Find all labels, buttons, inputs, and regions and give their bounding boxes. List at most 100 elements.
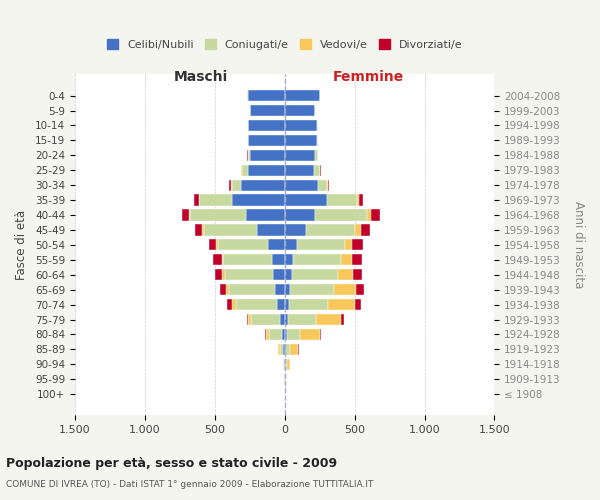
Bar [189,210,190,220]
Bar [248,120,284,131]
Bar [209,240,216,250]
Bar [269,329,282,340]
Bar [284,135,317,146]
Bar [223,269,224,280]
Bar [242,164,248,176]
Bar [224,269,274,280]
Bar [227,299,232,310]
Bar [293,254,341,266]
Text: COMUNE DI IVREA (TO) - Dati ISTAT 1° gennaio 2009 - Elaborazione TUTTITALIA.IT: COMUNE DI IVREA (TO) - Dati ISTAT 1° gen… [6,480,373,489]
Bar [289,299,328,310]
Bar [297,240,346,250]
Bar [371,210,380,220]
Bar [202,224,203,235]
Bar [338,269,353,280]
Bar [353,269,362,280]
Bar [250,150,284,161]
Bar [284,164,314,176]
Bar [247,314,248,325]
Bar [265,329,266,340]
Bar [284,90,320,101]
Bar [203,224,257,235]
Bar [287,358,290,370]
Bar [272,254,284,266]
Bar [367,210,371,220]
Bar [352,240,363,250]
Bar [257,224,284,235]
Bar [284,120,317,131]
Bar [232,180,241,191]
Bar [283,344,284,355]
Bar [248,164,284,176]
Bar [290,284,334,296]
Y-axis label: Anni di nascita: Anni di nascita [572,201,585,288]
Bar [361,224,370,235]
Bar [287,329,300,340]
Bar [231,180,232,191]
Bar [241,180,284,191]
Bar [275,284,284,296]
Bar [284,210,316,220]
Bar [214,254,222,266]
Bar [222,254,223,266]
Bar [284,194,326,205]
Bar [285,374,286,385]
Y-axis label: Fasce di età: Fasce di età [15,210,28,280]
Bar [248,135,284,146]
Bar [355,224,361,235]
Bar [232,299,236,310]
Bar [341,254,352,266]
Bar [194,194,199,205]
Bar [223,254,272,266]
Bar [290,344,298,355]
Bar [284,269,292,280]
Bar [284,150,316,161]
Bar [284,344,286,355]
Bar [288,314,316,325]
Legend: Celibi/Nubili, Coniugati/e, Vedovi/e, Divorziati/e: Celibi/Nubili, Coniugati/e, Vedovi/e, Di… [104,36,466,53]
Bar [298,344,299,355]
Bar [220,284,226,296]
Bar [359,194,363,205]
Bar [284,240,297,250]
Bar [248,314,251,325]
Bar [266,329,269,340]
Bar [284,180,318,191]
Bar [251,314,280,325]
Bar [247,150,248,161]
Bar [355,299,361,310]
Bar [284,314,288,325]
Bar [215,269,223,280]
Bar [305,224,355,235]
Bar [278,344,280,355]
Bar [195,224,202,235]
Bar [284,254,293,266]
Bar [328,299,355,310]
Bar [320,164,321,176]
Bar [199,194,232,205]
Bar [283,358,284,370]
Bar [300,329,320,340]
Bar [245,210,284,220]
Bar [284,224,305,235]
Bar [250,105,284,116]
Bar [316,314,341,325]
Bar [286,344,290,355]
Bar [352,254,362,266]
Bar [216,240,218,250]
Bar [316,150,317,161]
Bar [320,329,321,340]
Bar [236,299,277,310]
Bar [284,329,287,340]
Bar [315,105,316,116]
Bar [318,180,328,191]
Bar [284,284,290,296]
Bar [282,329,284,340]
Bar [248,150,250,161]
Bar [229,284,275,296]
Bar [314,164,320,176]
Bar [274,269,284,280]
Text: Popolazione per età, sesso e stato civile - 2009: Popolazione per età, sesso e stato civil… [6,458,337,470]
Bar [346,240,352,250]
Bar [356,194,359,205]
